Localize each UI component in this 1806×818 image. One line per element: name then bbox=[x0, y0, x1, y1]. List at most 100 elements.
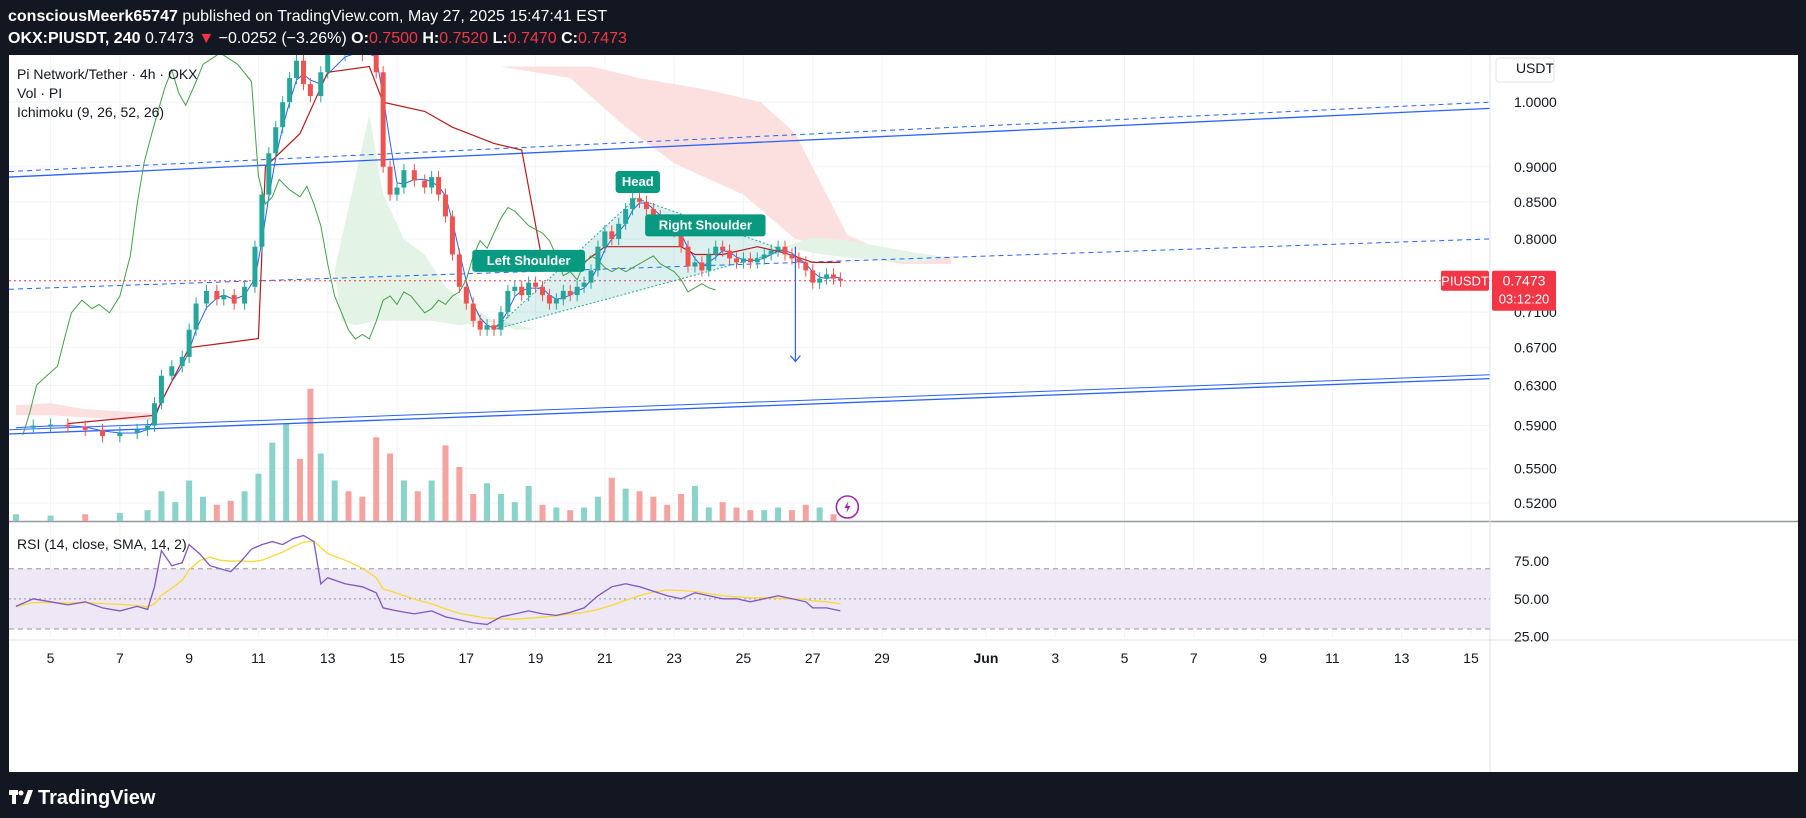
candle-body[interactable] bbox=[380, 72, 386, 167]
candle-body[interactable] bbox=[595, 246, 601, 271]
tradingview-logo[interactable]: TradingView bbox=[8, 782, 308, 810]
candle-body[interactable] bbox=[831, 274, 837, 279]
price-tick-label[interactable]: 0.5500 bbox=[1514, 461, 1557, 477]
candle-body[interactable] bbox=[100, 429, 106, 437]
time-tick-label[interactable]: 5 bbox=[47, 650, 55, 666]
price-tick-label[interactable]: 0.9000 bbox=[1514, 159, 1557, 175]
candle-body[interactable] bbox=[443, 194, 449, 217]
time-tick-label[interactable]: 7 bbox=[1190, 650, 1198, 666]
candle-body[interactable] bbox=[470, 303, 476, 321]
candle-body[interactable] bbox=[436, 177, 442, 195]
candle-body[interactable] bbox=[152, 403, 158, 426]
candle-body[interactable] bbox=[727, 250, 733, 259]
candle-body[interactable] bbox=[491, 325, 497, 330]
candle-body[interactable] bbox=[789, 254, 795, 259]
candle-body[interactable] bbox=[498, 312, 504, 330]
time-tick-label[interactable]: 11 bbox=[1325, 650, 1340, 666]
candle-body[interactable] bbox=[373, 55, 379, 73]
candle-body[interactable] bbox=[411, 170, 417, 181]
candle-body[interactable] bbox=[761, 254, 767, 259]
candle-body[interactable] bbox=[637, 198, 643, 202]
price-tick-label[interactable]: 0.8500 bbox=[1514, 194, 1557, 210]
candle-body[interactable] bbox=[747, 258, 753, 263]
candle-body[interactable] bbox=[280, 102, 286, 128]
price-tick-label[interactable]: 0.8000 bbox=[1514, 231, 1557, 247]
time-tick-label[interactable]: 7 bbox=[116, 650, 124, 666]
candle-body[interactable] bbox=[231, 295, 237, 304]
candle-body[interactable] bbox=[546, 295, 552, 304]
candle-body[interactable] bbox=[394, 187, 400, 195]
candle-body[interactable] bbox=[307, 84, 313, 97]
time-tick-label[interactable]: 3 bbox=[1051, 650, 1059, 666]
candle-body[interactable] bbox=[401, 170, 407, 188]
rsi-tick-label[interactable]: 25.00 bbox=[1514, 628, 1549, 644]
price-tick-label[interactable]: 0.6700 bbox=[1514, 340, 1557, 356]
candle-body[interactable] bbox=[837, 278, 843, 281]
candle-body[interactable] bbox=[214, 290, 220, 300]
candle-body[interactable] bbox=[540, 286, 546, 296]
price-tick-label[interactable]: 1.0000 bbox=[1514, 94, 1557, 110]
candle-body[interactable] bbox=[48, 424, 54, 426]
candle-body[interactable] bbox=[193, 303, 199, 330]
time-tick-label[interactable]: 11 bbox=[251, 650, 266, 666]
candles[interactable] bbox=[30, 55, 843, 443]
candle-body[interactable] bbox=[754, 258, 760, 263]
candle-body[interactable] bbox=[685, 246, 691, 267]
candle-body[interactable] bbox=[484, 325, 490, 330]
time-tick-label[interactable]: 17 bbox=[459, 650, 475, 666]
candle-body[interactable] bbox=[252, 246, 258, 287]
time-tick-label[interactable]: 29 bbox=[874, 650, 890, 666]
time-tick-label[interactable]: 23 bbox=[666, 650, 682, 666]
candle-body[interactable] bbox=[145, 425, 151, 430]
candle-body[interactable] bbox=[768, 250, 774, 255]
candle-body[interactable] bbox=[533, 282, 539, 287]
candle-body[interactable] bbox=[810, 270, 816, 283]
candle-body[interactable] bbox=[630, 198, 636, 210]
candle-body[interactable] bbox=[203, 290, 209, 304]
candle-body[interactable] bbox=[581, 282, 587, 287]
time-tick-label[interactable]: 15 bbox=[1463, 650, 1479, 666]
time-tick-label[interactable]: 25 bbox=[736, 650, 752, 666]
time-tick-label[interactable]: 21 bbox=[597, 650, 613, 666]
price-tick-label[interactable]: 0.5200 bbox=[1514, 495, 1557, 511]
legend-volume[interactable]: Vol · PI bbox=[17, 85, 62, 101]
candle-body[interactable] bbox=[824, 274, 830, 279]
candle-body[interactable] bbox=[782, 246, 788, 255]
legend-ichimoku[interactable]: Ichimoku (9, 26, 52, 26) bbox=[17, 104, 164, 120]
candle-body[interactable] bbox=[429, 177, 435, 188]
candle-body[interactable] bbox=[387, 166, 393, 195]
time-tick-label[interactable]: 13 bbox=[320, 650, 336, 666]
candle-body[interactable] bbox=[650, 209, 656, 217]
price-chart[interactable]: Head Right Shoulder Left Shoulder Pi Netwo… bbox=[9, 55, 1798, 772]
candle-body[interactable] bbox=[706, 254, 712, 271]
candle-body[interactable] bbox=[512, 286, 518, 291]
candle-body[interactable] bbox=[616, 223, 622, 239]
candle-body[interactable] bbox=[294, 60, 300, 79]
annotation-label-text[interactable]: Head bbox=[622, 174, 654, 189]
candle-body[interactable] bbox=[574, 286, 580, 296]
candle-body[interactable] bbox=[259, 194, 265, 247]
candle-body[interactable] bbox=[553, 299, 559, 304]
price-tick-label[interactable]: 0.6300 bbox=[1514, 377, 1557, 393]
candle-body[interactable] bbox=[519, 286, 525, 296]
candle-body[interactable] bbox=[325, 55, 331, 73]
candle-body[interactable] bbox=[449, 216, 455, 255]
candle-body[interactable] bbox=[775, 246, 781, 251]
candle-body[interactable] bbox=[609, 231, 615, 239]
candle-body[interactable] bbox=[169, 366, 175, 376]
time-tick-label[interactable]: 5 bbox=[1121, 650, 1129, 666]
candle-body[interactable] bbox=[817, 278, 823, 283]
currency-label[interactable]: USDT bbox=[1516, 60, 1555, 76]
candle-body[interactable] bbox=[463, 286, 469, 304]
candle-body[interactable] bbox=[158, 375, 164, 404]
price-tick-label[interactable]: 0.5900 bbox=[1514, 418, 1557, 434]
candle-body[interactable] bbox=[740, 258, 746, 263]
candle-body[interactable] bbox=[588, 270, 594, 283]
candle-body[interactable] bbox=[505, 290, 511, 313]
candle-body[interactable] bbox=[30, 425, 36, 428]
time-tick-label[interactable]: 15 bbox=[389, 650, 405, 666]
candle-body[interactable] bbox=[456, 254, 462, 287]
legend-title[interactable]: Pi Network/Tether · 4h · OKX bbox=[17, 66, 198, 82]
candle-body[interactable] bbox=[65, 424, 71, 427]
candle-body[interactable] bbox=[796, 258, 802, 263]
